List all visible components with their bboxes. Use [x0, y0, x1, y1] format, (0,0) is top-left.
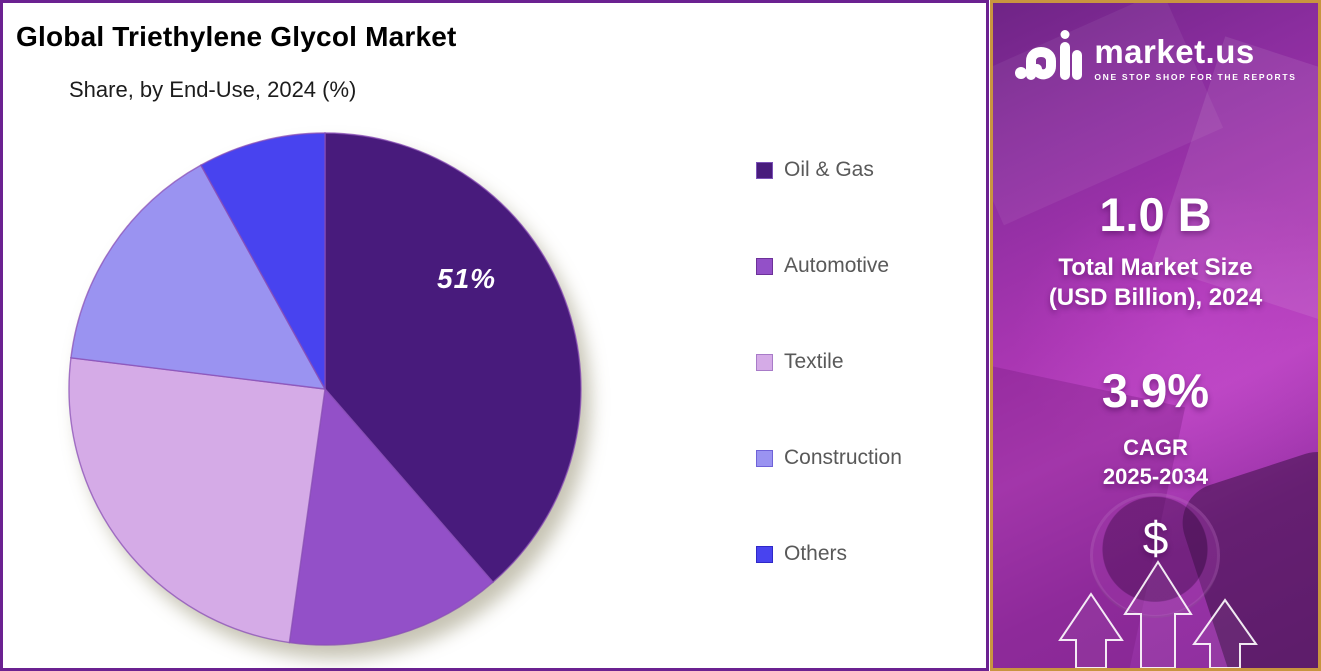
cagr-label: CAGR 2025-2034 — [993, 433, 1318, 491]
pie-chart-svg — [68, 132, 582, 646]
pie-slice-construction — [70, 164, 327, 390]
cagr-label-line1: CAGR — [1123, 435, 1188, 460]
pie-slice-others — [199, 132, 326, 392]
legend-item-textile: Textile — [756, 350, 902, 374]
growth-arrows-icon — [1058, 560, 1258, 668]
legend-item-oil-gas: Oil & Gas — [756, 158, 902, 182]
total-market-size-label-line1: Total Market Size — [1058, 254, 1253, 281]
legend-label: Automotive — [784, 254, 890, 277]
pie-slice-automotive — [288, 387, 494, 646]
cagr-value: 3.9% — [1101, 364, 1210, 417]
legend: Oil & Gas Automotive Textile Construction Ot… — [756, 158, 902, 566]
brand-tagline: ONE STOP SHOP FOR THE REPORTS — [1094, 71, 1297, 82]
brand-text: market.us ONE STOP SHOP FOR THE REPORTS — [1094, 35, 1296, 82]
legend-label: Textile — [784, 350, 844, 373]
brand-logo: market.us ONE STOP SHOP FOR THE REPORTS — [993, 29, 1318, 87]
chart-section: Global Triethylene Glycol Market Share, … — [0, 0, 989, 671]
brand-panel: market.us ONE STOP SHOP FOR THE REPORTS … — [990, 0, 1321, 671]
chart-subtitle: Share, by End-Use, 2024 (%) — [69, 77, 357, 102]
chart-title: Global Triethylene Glycol Market — [16, 21, 457, 52]
pie-slice-oil-gas — [324, 132, 582, 584]
legend-swatch-textile — [756, 353, 773, 371]
legend-label: Others — [784, 542, 848, 565]
legend-label: Oil & Gas — [784, 158, 874, 181]
legend-swatch-construction — [756, 449, 773, 467]
legend-item-others: Others — [756, 542, 902, 566]
legend-swatch-others — [756, 545, 773, 563]
legend-item-automotive: Automotive — [756, 254, 902, 278]
up-arrow-icon — [1058, 592, 1124, 668]
brand-name: market.us — [1094, 32, 1255, 70]
legend-swatch-automotive — [756, 257, 773, 275]
total-market-size-value: 1.0 B — [1099, 188, 1212, 241]
up-arrow-icon — [1192, 598, 1258, 668]
cagr-label-line2: 2025-2034 — [1102, 464, 1209, 489]
legend-swatch-oil-gas — [756, 161, 773, 179]
legend-label: Construction — [784, 446, 902, 469]
dollar-icon: $ — [1142, 512, 1169, 564]
marketus-logo-icon — [1015, 30, 1083, 80]
total-market-size-label: Total Market Size (USD Billion), 2024 — [993, 253, 1318, 313]
legend-item-construction: Construction — [756, 446, 902, 470]
pie-chart: 51% — [65, 129, 585, 649]
total-market-size-label-line2: (USD Billion), 2024 — [1048, 284, 1263, 311]
pie-data-label: 51% — [437, 263, 497, 294]
up-arrow-icon — [1123, 560, 1193, 668]
pie-slice-textile — [68, 357, 326, 644]
